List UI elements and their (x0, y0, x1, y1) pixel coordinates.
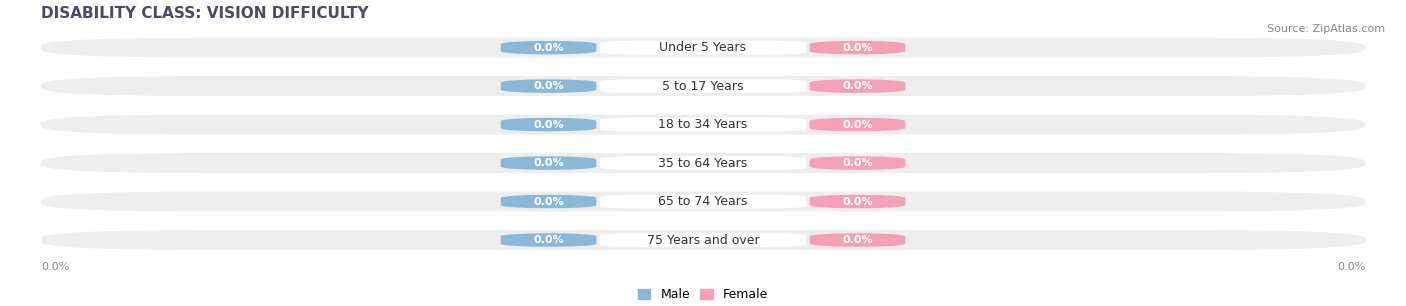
FancyBboxPatch shape (600, 156, 806, 170)
FancyBboxPatch shape (810, 233, 905, 247)
Text: 0.0%: 0.0% (1337, 262, 1365, 272)
Text: 0.0%: 0.0% (842, 43, 873, 53)
FancyBboxPatch shape (501, 233, 596, 247)
Text: DISABILITY CLASS: VISION DIFFICULTY: DISABILITY CLASS: VISION DIFFICULTY (41, 6, 368, 21)
FancyBboxPatch shape (41, 192, 1365, 211)
Text: 5 to 17 Years: 5 to 17 Years (662, 80, 744, 93)
Text: Under 5 Years: Under 5 Years (659, 41, 747, 54)
Text: 65 to 74 Years: 65 to 74 Years (658, 195, 748, 208)
Text: 0.0%: 0.0% (533, 81, 564, 91)
FancyBboxPatch shape (810, 118, 905, 132)
FancyBboxPatch shape (501, 195, 596, 208)
Text: 0.0%: 0.0% (533, 120, 564, 129)
FancyBboxPatch shape (41, 114, 1365, 135)
Text: Source: ZipAtlas.com: Source: ZipAtlas.com (1267, 24, 1385, 35)
FancyBboxPatch shape (600, 233, 806, 247)
Text: 0.0%: 0.0% (842, 158, 873, 168)
FancyBboxPatch shape (41, 230, 1365, 250)
Text: 0.0%: 0.0% (842, 196, 873, 207)
Text: 0.0%: 0.0% (533, 158, 564, 168)
FancyBboxPatch shape (600, 41, 806, 54)
FancyBboxPatch shape (600, 118, 806, 132)
Legend: Male, Female: Male, Female (633, 283, 773, 306)
FancyBboxPatch shape (501, 79, 596, 93)
FancyBboxPatch shape (810, 156, 905, 170)
Text: 0.0%: 0.0% (533, 196, 564, 207)
FancyBboxPatch shape (41, 76, 1365, 96)
Text: 35 to 64 Years: 35 to 64 Years (658, 157, 748, 170)
FancyBboxPatch shape (810, 195, 905, 208)
FancyBboxPatch shape (501, 41, 596, 54)
Text: 75 Years and over: 75 Years and over (647, 233, 759, 247)
FancyBboxPatch shape (41, 153, 1365, 173)
Text: 0.0%: 0.0% (842, 235, 873, 245)
Text: 0.0%: 0.0% (41, 262, 69, 272)
Text: 0.0%: 0.0% (533, 235, 564, 245)
FancyBboxPatch shape (41, 38, 1365, 58)
Text: 0.0%: 0.0% (533, 43, 564, 53)
FancyBboxPatch shape (810, 79, 905, 93)
FancyBboxPatch shape (501, 118, 596, 132)
FancyBboxPatch shape (600, 79, 806, 93)
Text: 18 to 34 Years: 18 to 34 Years (658, 118, 748, 131)
FancyBboxPatch shape (810, 41, 905, 54)
Text: 0.0%: 0.0% (842, 120, 873, 129)
FancyBboxPatch shape (600, 195, 806, 208)
Text: 0.0%: 0.0% (842, 81, 873, 91)
FancyBboxPatch shape (501, 156, 596, 170)
